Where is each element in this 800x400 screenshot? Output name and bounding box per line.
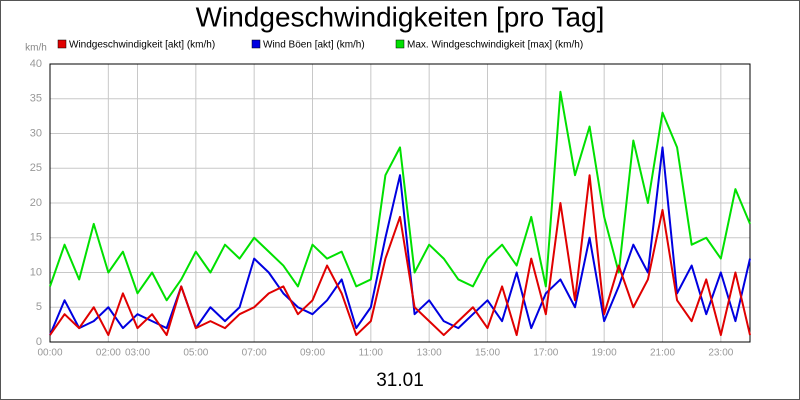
x-tick-label: 11:00 bbox=[359, 348, 384, 359]
series-line bbox=[49, 146, 751, 336]
y-tick-label: 5 bbox=[36, 301, 42, 313]
legend-swatch bbox=[395, 39, 405, 49]
x-tick-label: 21:00 bbox=[650, 348, 675, 359]
x-tick-label: 09:00 bbox=[300, 348, 325, 359]
x-tick-label: 13:00 bbox=[417, 348, 442, 359]
x-axis-label: 31.01 bbox=[376, 370, 424, 391]
x-tick-label: 00:00 bbox=[37, 348, 62, 359]
chart-title: Windgeschwindigkeiten [pro Tag] bbox=[196, 1, 605, 32]
legend-label: Max. Windgeschwindigkeit [max] (km/h) bbox=[407, 40, 583, 51]
y-axis-label: km/h bbox=[25, 43, 47, 54]
x-tick-label: 03:00 bbox=[125, 348, 150, 359]
series-line bbox=[49, 90, 751, 302]
series-line bbox=[49, 174, 751, 337]
x-tick-label: 05:00 bbox=[183, 348, 208, 359]
plot-frame bbox=[49, 63, 751, 343]
y-tick-label: 40 bbox=[30, 58, 42, 70]
legend-swatch bbox=[57, 39, 67, 49]
x-tick-label: 17:00 bbox=[533, 348, 558, 359]
x-tick-label: 15:00 bbox=[475, 348, 500, 359]
legend-label: Wind Böen [akt] (km/h) bbox=[263, 40, 365, 51]
y-tick-label: 25 bbox=[30, 162, 42, 174]
x-tick-label: 02:00 bbox=[96, 348, 121, 359]
legend-label: Windgeschwindigkeit [akt] (km/h) bbox=[69, 40, 215, 51]
y-tick-label: 30 bbox=[30, 127, 42, 139]
x-tick-label: 07:00 bbox=[242, 348, 267, 359]
y-tick-label: 10 bbox=[30, 266, 42, 278]
legend-swatch bbox=[251, 39, 261, 49]
x-tick-label: 23:00 bbox=[708, 348, 733, 359]
y-tick-label: 35 bbox=[30, 93, 42, 105]
y-tick-label: 20 bbox=[30, 197, 42, 209]
x-tick-label: 19:00 bbox=[592, 348, 617, 359]
y-tick-label: 0 bbox=[36, 336, 42, 348]
y-tick-label: 15 bbox=[30, 232, 42, 244]
